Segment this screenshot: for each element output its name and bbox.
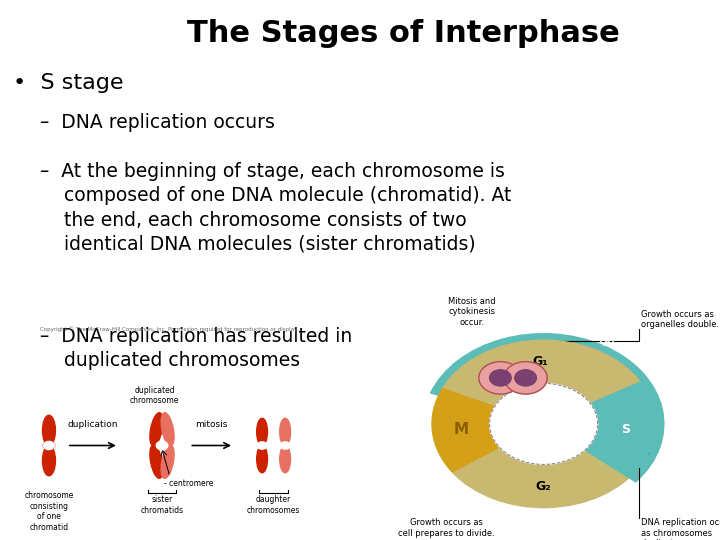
Text: –  DNA replication has resulted in
    duplicated chromosomes: – DNA replication has resulted in duplic… [40, 327, 352, 370]
Ellipse shape [42, 415, 55, 445]
Text: DNA replication occurs
as chromosomes
duplicate.: DNA replication occurs as chromosomes du… [641, 518, 720, 540]
Text: sister
chromatids: sister chromatids [140, 495, 184, 515]
Text: S: S [621, 423, 631, 436]
Ellipse shape [150, 445, 163, 478]
Ellipse shape [280, 418, 290, 445]
Wedge shape [443, 340, 640, 407]
Circle shape [280, 442, 290, 449]
Ellipse shape [150, 413, 163, 446]
Text: chromosome
consisting
of one
chromatid: chromosome consisting of one chromatid [24, 491, 73, 531]
Circle shape [515, 370, 536, 386]
Circle shape [479, 362, 522, 394]
Text: mitosis: mitosis [196, 420, 228, 429]
Text: - centromere: - centromere [164, 479, 214, 488]
Ellipse shape [257, 418, 267, 445]
Circle shape [504, 362, 547, 394]
Text: duplication: duplication [68, 420, 118, 429]
Text: The Stages of Interphase: The Stages of Interphase [186, 19, 620, 48]
Text: •  S stage: • S stage [13, 73, 123, 93]
Ellipse shape [161, 413, 174, 446]
Circle shape [43, 441, 55, 450]
Text: G₁: G₁ [533, 355, 549, 368]
Ellipse shape [280, 446, 290, 472]
Text: Copyright © The McGraw-Hill Companies, Inc. Permission required for reproduction: Copyright © The McGraw-Hill Companies, I… [40, 327, 298, 332]
Ellipse shape [161, 445, 174, 478]
Text: Interphase: Interphase [580, 325, 632, 361]
Wedge shape [585, 382, 655, 478]
Text: daughter
chromosomes: daughter chromosomes [247, 495, 300, 515]
Ellipse shape [257, 446, 267, 472]
Circle shape [490, 370, 511, 386]
Wedge shape [452, 444, 640, 508]
Circle shape [156, 441, 168, 450]
Wedge shape [431, 334, 664, 482]
Text: G₂: G₂ [536, 480, 552, 492]
Circle shape [257, 442, 267, 449]
Text: M: M [454, 422, 469, 437]
Text: Mitosis and
cytokinesis
occur.: Mitosis and cytokinesis occur. [448, 297, 495, 327]
Text: duplicated
chromosome: duplicated chromosome [130, 386, 179, 405]
Circle shape [490, 383, 598, 464]
Text: –  DNA replication occurs: – DNA replication occurs [40, 113, 274, 132]
Text: Growth occurs as
organelles double.: Growth occurs as organelles double. [641, 310, 719, 329]
Wedge shape [432, 388, 500, 472]
Text: Growth occurs as
cell prepares to divide.: Growth occurs as cell prepares to divide… [398, 518, 495, 538]
Text: –  At the beginning of stage, each chromosome is
    composed of one DNA molecul: – At the beginning of stage, each chromo… [40, 162, 511, 254]
Ellipse shape [42, 446, 55, 476]
